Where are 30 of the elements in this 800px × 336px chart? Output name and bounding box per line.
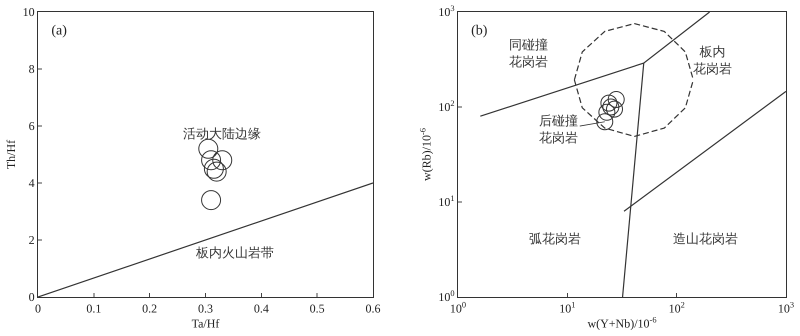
annotation: 造山花岗岩: [673, 232, 738, 247]
annotation: 活动大陆边缘: [183, 127, 261, 142]
annotation: 后碰撞花岗岩: [539, 114, 578, 146]
y-tick-label: 8: [28, 62, 35, 76]
annotation: 板内花岗岩: [693, 45, 732, 77]
y-tick-label: 10: [22, 5, 35, 20]
text: (a): [51, 24, 68, 39]
y-tick-label: 6: [28, 119, 35, 134]
y-axis-title: Th/Hf: [4, 140, 18, 170]
y-tick-label: 4: [28, 176, 35, 190]
y-tick-label: 10$^{2}$: [438, 99, 455, 114]
y-tick-label: 2: [28, 233, 35, 248]
x-tick-label: 0.5: [310, 301, 325, 316]
x-tick-label: 0.3: [198, 301, 213, 316]
x-tick-label: 10$^{2}$: [668, 300, 685, 316]
x-tick-label: 0.4: [254, 301, 269, 316]
y-tick-label: 10$^{1}$: [438, 194, 455, 210]
x-tick-label: 10$^{1}$: [559, 300, 576, 316]
x-tick-label: 10$^{3}$: [778, 300, 794, 316]
annotation: 弧花岗岩: [529, 232, 581, 247]
text: (b): [471, 24, 488, 39]
x-tick-label: 0.1: [86, 301, 102, 316]
x-tick-label: 0.2: [142, 301, 158, 316]
x-axis-title: Ta/Hf: [192, 316, 220, 330]
x-tick-label: 0.6: [366, 301, 380, 316]
x-axis-title: w(Y+Nb)/10$^{-6}$: [587, 315, 657, 330]
y-tick-label: 10$^{3}$: [438, 4, 455, 20]
annotation: 板内火山岩带: [195, 246, 274, 261]
y-tick-label: 0: [28, 290, 35, 304]
annotation: 同碰撞花岗岩: [509, 38, 548, 70]
